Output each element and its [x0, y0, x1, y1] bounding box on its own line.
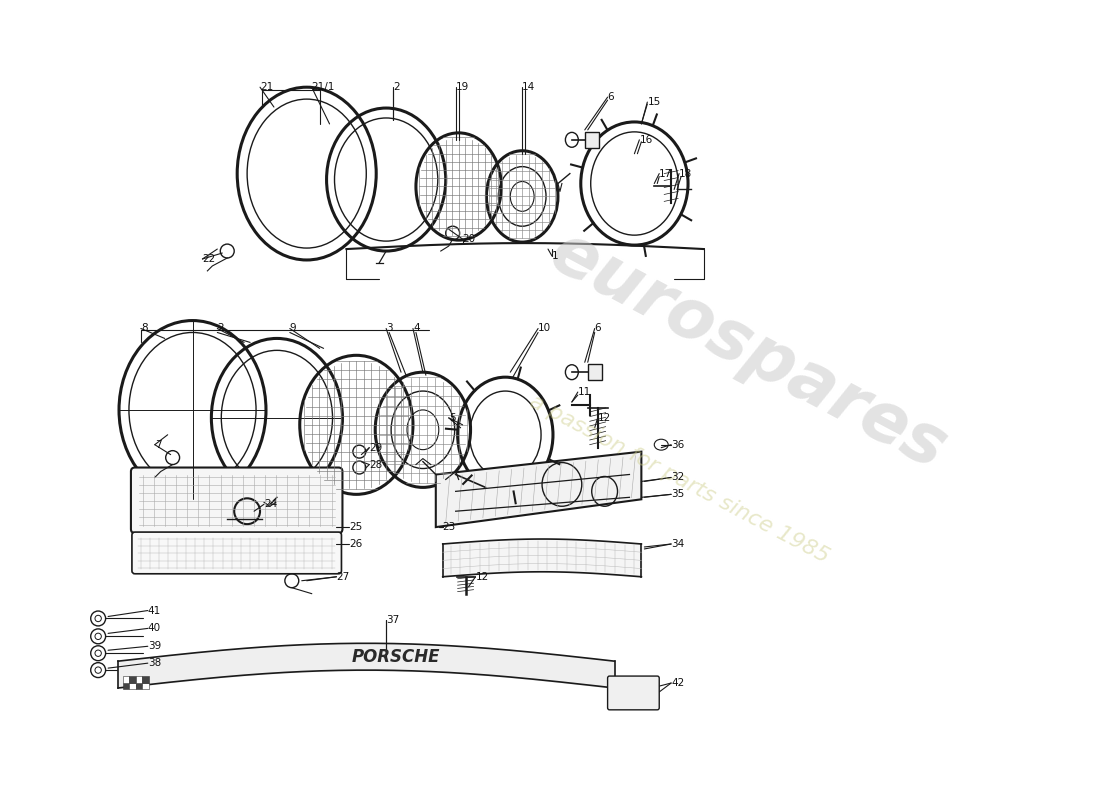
Text: 6: 6: [595, 323, 602, 334]
Text: 22: 22: [202, 254, 216, 264]
Text: 17: 17: [659, 169, 672, 178]
Text: 20: 20: [463, 234, 475, 244]
Text: 21: 21: [260, 82, 273, 92]
Text: 36: 36: [671, 440, 684, 450]
Text: eurospares: eurospares: [539, 218, 958, 483]
Bar: [136, 676, 142, 682]
Text: 28: 28: [370, 459, 383, 470]
Bar: [136, 682, 142, 689]
Text: 25: 25: [350, 522, 363, 532]
Text: 4: 4: [412, 323, 419, 334]
Text: 38: 38: [147, 658, 161, 668]
Text: 5: 5: [449, 413, 455, 423]
FancyBboxPatch shape: [607, 676, 659, 710]
Bar: [130, 682, 136, 689]
Bar: [142, 682, 148, 689]
Text: 15: 15: [647, 97, 661, 107]
Bar: [142, 676, 148, 682]
Text: 11: 11: [578, 387, 591, 397]
Bar: [130, 676, 136, 682]
Bar: [585, 132, 598, 148]
Text: 21/1: 21/1: [311, 82, 336, 92]
Text: 26: 26: [350, 539, 363, 549]
Text: 27: 27: [337, 572, 350, 582]
Text: 10: 10: [538, 323, 551, 334]
Text: 19: 19: [455, 82, 469, 92]
Text: 2: 2: [218, 323, 224, 334]
Text: a passion for parts since 1985: a passion for parts since 1985: [526, 392, 833, 567]
Text: 1: 1: [552, 251, 559, 261]
Text: 24: 24: [264, 499, 277, 510]
Text: 9: 9: [289, 323, 296, 334]
Bar: [587, 364, 602, 380]
Bar: [123, 676, 130, 682]
Text: 29: 29: [370, 442, 383, 453]
FancyBboxPatch shape: [132, 532, 341, 574]
Text: 18: 18: [679, 169, 692, 178]
Text: 14: 14: [522, 82, 536, 92]
Text: 34: 34: [671, 539, 684, 549]
Text: 6: 6: [607, 92, 614, 102]
Text: 7: 7: [155, 440, 162, 450]
Text: 23: 23: [442, 522, 456, 532]
Text: 32: 32: [671, 473, 684, 482]
Text: 12: 12: [597, 413, 611, 423]
Text: 37: 37: [386, 615, 399, 626]
Text: 35: 35: [671, 490, 684, 499]
Text: 2: 2: [393, 82, 399, 92]
Text: 8: 8: [141, 323, 147, 334]
Text: 40: 40: [147, 623, 161, 634]
Bar: [123, 682, 130, 689]
Text: 39: 39: [147, 642, 161, 651]
Text: 12: 12: [475, 572, 488, 582]
Text: 41: 41: [147, 606, 161, 615]
Text: 42: 42: [671, 678, 684, 688]
Polygon shape: [436, 452, 641, 527]
Text: PORSCHE: PORSCHE: [352, 648, 440, 666]
FancyBboxPatch shape: [131, 467, 342, 533]
Text: 3: 3: [386, 323, 393, 334]
Text: 16: 16: [639, 135, 652, 145]
